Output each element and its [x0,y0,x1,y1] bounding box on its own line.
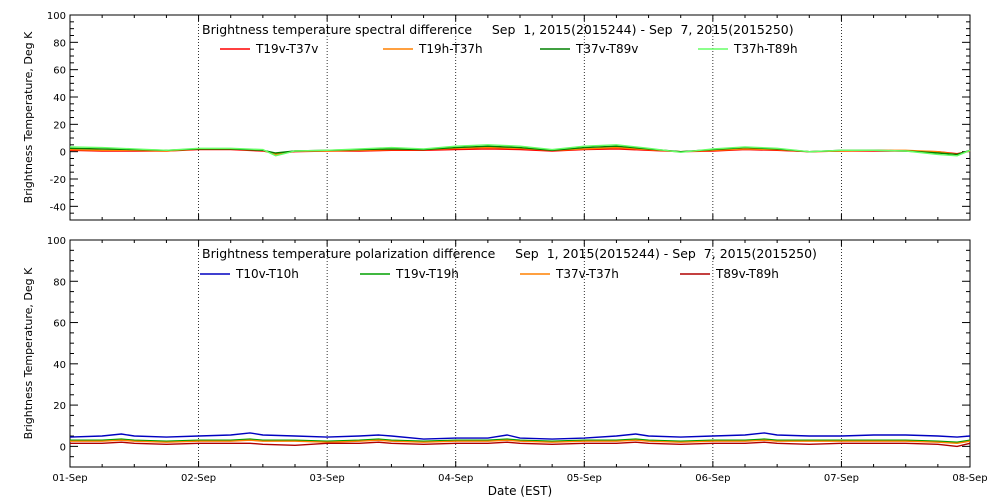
y-tick-label: 80 [53,277,66,288]
series-line-T37h-T89h [69,144,971,157]
legend-label: T37v-T89v [575,42,638,56]
plot-frame [69,14,971,221]
panel-polarization-difference: 0 20 40 60 80 100 Brightness Temperature, Deg … [22,236,971,468]
legend-label: T37v-T37h [555,267,619,281]
y-tick-label: 40 [53,360,66,371]
y-tick-label: 0 [60,442,66,453]
legend-label: T10v-T10h [235,267,299,281]
series-line-T19v-T19h [70,438,971,443]
legend-label: T19v-T19h [395,267,459,281]
x-tick-label: 01-Sep [52,473,87,484]
y-axis-title: Brightness Temperature, Deg K [22,31,35,203]
x-tick-label: 05-Sep [567,473,602,484]
legend-label: T19v-T37v [255,42,318,56]
panel-title: Brightness temperature spectral differen… [202,22,794,37]
y-tick-label: 80 [53,38,66,49]
y-tick-label: 20 [53,120,66,131]
y-tick-label: 0 [60,148,66,159]
y-tick-label: 60 [53,66,66,77]
legend-label: T37h-T89h [733,42,798,56]
x-tick-label: 03-Sep [310,473,345,484]
shared-x-axis: 01-Sep 02-Sep 03-Sep 04-Sep 05-Sep 06-Sep 07-S… [52,473,987,484]
x-axis-title: Date (EST) [488,484,552,498]
x-tick-label: 02-Sep [181,473,216,484]
x-tick-label: 04-Sep [438,473,473,484]
x-tick-label: 08-Sep [952,473,987,484]
x-tick-label: 07-Sep [824,473,859,484]
legend-label: T89v-T89h [715,267,779,281]
y-axis-title: Brightness Temperature, Deg K [22,267,35,439]
y-tick-label: 60 [53,319,66,330]
series-line-T37v-T37h [70,439,971,445]
legend-label: T19h-T37h [418,42,483,56]
y-tick-label: 20 [53,401,66,412]
y-tick-label: 100 [47,236,66,247]
y-tick-label: 40 [53,93,66,104]
series-line-T10v-T10h [69,432,971,440]
panel-spectral-difference: -40 -20 0 20 40 60 80 100 Brightness Temperature… [22,11,971,221]
y-tick-label: -40 [50,202,66,213]
panel-title: Brightness temperature polarization diff… [202,246,817,261]
series-line-T89v-T89h [70,441,971,448]
y-tick-label: -20 [50,175,66,186]
y-tick-label: 100 [47,11,66,22]
x-tick-label: 06-Sep [695,473,730,484]
